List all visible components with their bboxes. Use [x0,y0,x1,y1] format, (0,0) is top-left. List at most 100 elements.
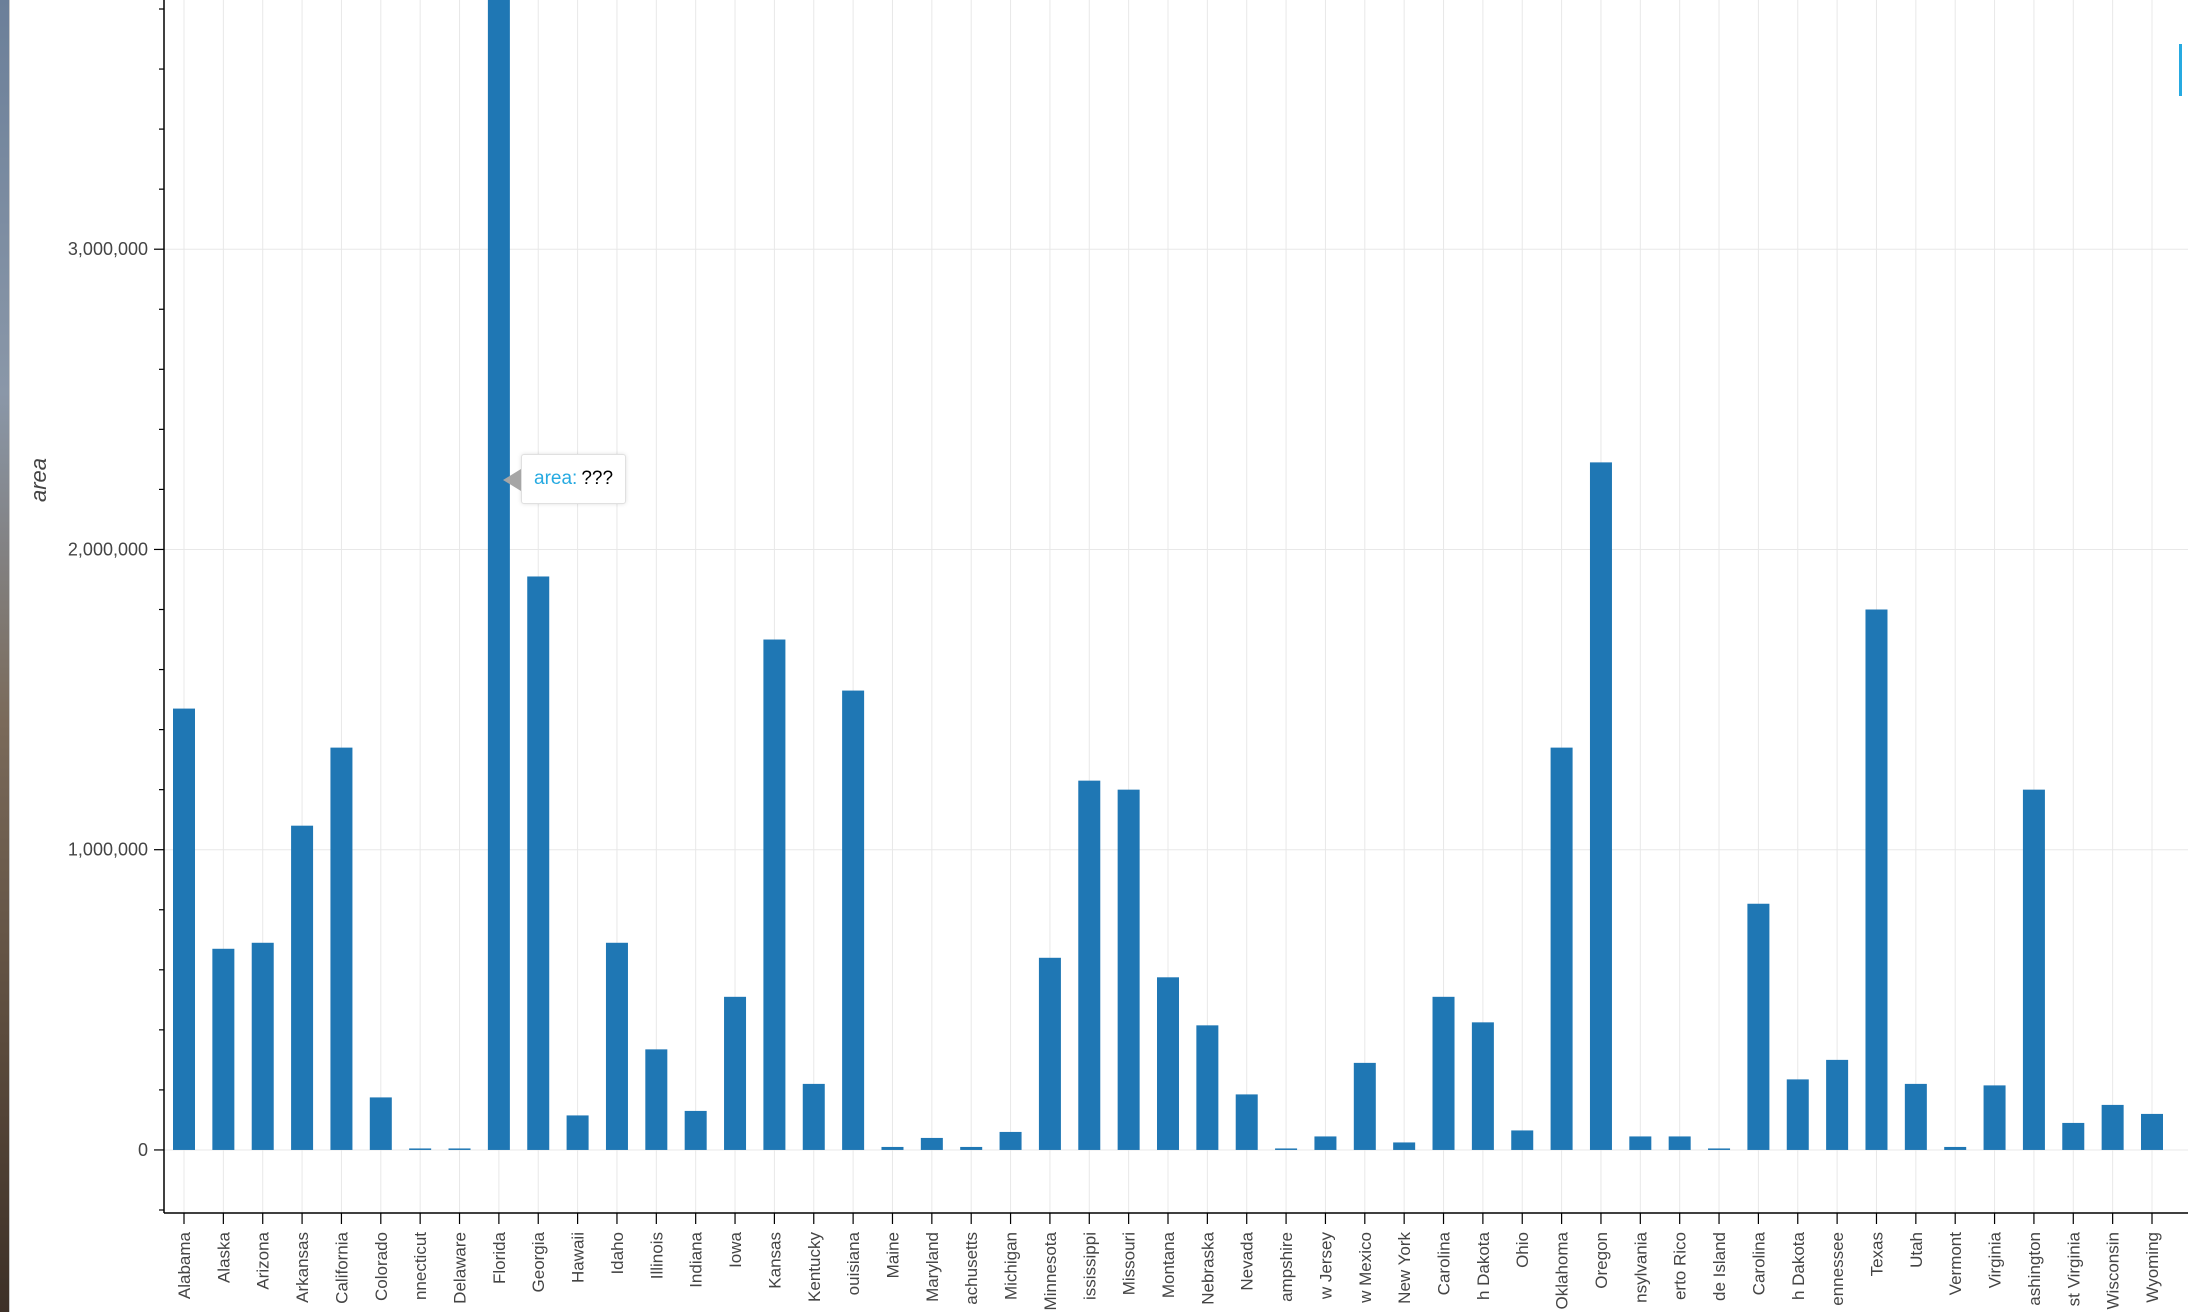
bar [1983,1085,2006,1150]
x-tick-label: Montana [1159,1231,1178,1298]
y-tick-label: 0 [138,1140,148,1160]
bar [1708,1148,1731,1150]
x-tick-label: New York [1395,1232,1414,1304]
x-tick-label: Missouri [1120,1232,1139,1295]
toolbar-edge[interactable] [2179,44,2182,96]
bar [1275,1148,1298,1150]
axis-labels: 0 1,000,000 2,000,000 3,000,000 Alabama Alask… [26,239,2162,1310]
x-tick-label: Alabama [175,1231,194,1299]
bar [1157,977,1179,1150]
x-tick-label: ouisiana [844,1231,863,1295]
bar [369,1097,392,1150]
tooltip-value: ??? [581,468,614,489]
x-tick-label: Colorado [372,1232,391,1301]
x-tick-label: ennessee [1828,1232,1847,1306]
x-tick-label: Delaware [451,1232,470,1304]
x-tick-label: Maine [883,1232,902,1278]
y-tick-label: 1,000,000 [68,840,148,860]
x-tick-label: Ohio [1513,1232,1532,1268]
bar [448,1148,471,1150]
bar [802,1083,825,1150]
bar [1038,957,1061,1150]
x-tick-label: Arizona [254,1231,273,1289]
x-tick-label: nsylvania [1631,1231,1650,1302]
bar [2022,789,2045,1150]
x-tick-label: de Island [1710,1232,1729,1301]
x-tick-label: Nevada [1238,1231,1257,1290]
bar [881,1146,904,1150]
x-tick-label: Florida [490,1231,509,1284]
x-tick-label: Kansas [765,1232,784,1289]
x-tick-label: Michigan [1002,1232,1021,1300]
x-tick-label: h Dakota [1789,1231,1808,1300]
x-tick-label: Wisconsin [2104,1232,2123,1309]
bar [684,1110,707,1150]
x-tick-label: achusetts [962,1232,981,1305]
bar [409,1148,432,1150]
x-tick-label: h Dakota [1474,1231,1493,1300]
bar [1944,1146,1967,1150]
x-tick-label: Kentucky [805,1232,824,1302]
x-tick-label: Alaska [214,1231,233,1283]
bar [2141,1113,2163,1150]
bar [1314,1136,1337,1150]
bar [724,996,747,1150]
x-tick-label: Oregon [1592,1232,1611,1289]
x-tick-label: Georgia [529,1231,548,1292]
x-tick-label: Oklahoma [1553,1231,1572,1309]
x-tick-label: st Virginia [2064,1231,2083,1306]
x-tick-label: Carolina [1435,1231,1454,1295]
bar [1550,747,1573,1150]
x-tick-label: Utah [1907,1232,1926,1268]
bar [1629,1136,1652,1150]
x-tick-label: Virginia [1986,1231,2005,1288]
bar [645,1049,668,1150]
hover-tooltip: area: ??? [503,454,627,504]
bar [1786,1079,1809,1150]
x-tick-label: Maryland [923,1232,942,1302]
bar [920,1137,943,1150]
x-tick-label: Nebraska [1198,1231,1217,1304]
x-tick-label: ashington [2025,1232,2044,1306]
x-tick-label: California [332,1231,351,1303]
bar [527,576,550,1150]
bar [1432,996,1455,1150]
y-tick-label: 3,000,000 [68,239,148,259]
x-tick-label: w Mexico [1356,1232,1375,1304]
bar [1393,1142,1416,1150]
x-tick-label: Illinois [647,1232,666,1279]
bar [487,0,510,1150]
bar [960,1146,983,1150]
x-tick-label: erto Rico [1671,1232,1690,1300]
x-tick-label: Minnesota [1041,1231,1060,1310]
axes [154,0,2188,1224]
bar [1196,1025,1219,1150]
desktop-background-strip [0,0,9,1312]
bar [2101,1104,2124,1150]
x-tick-label: Arkansas [293,1232,312,1303]
bar [1117,789,1140,1150]
bar [173,708,195,1150]
x-tick-label: Carolina [1749,1231,1768,1295]
x-tick-label: w Jersey [1316,1232,1335,1301]
x-tick-label: Hawaii [569,1232,588,1283]
bar [1589,462,1612,1150]
bar [2062,1122,2085,1150]
bar [999,1131,1022,1150]
bar [605,942,628,1150]
x-tick-label: nnecticut [411,1232,430,1300]
bar [1353,1062,1376,1150]
y-axis-title: area [26,458,51,502]
bar [1511,1130,1534,1150]
bar [1235,1094,1258,1150]
x-tick-label: Wyoming [2143,1232,2162,1303]
x-tick-label: Texas [1867,1232,1886,1276]
x-tick-label: Indiana [687,1231,706,1287]
x-tick-label: Iowa [726,1231,745,1267]
bar [212,948,235,1150]
bar [1078,780,1101,1150]
bar [1826,1059,1849,1150]
bar [842,690,865,1150]
x-tick-label: ampshire [1277,1232,1296,1302]
